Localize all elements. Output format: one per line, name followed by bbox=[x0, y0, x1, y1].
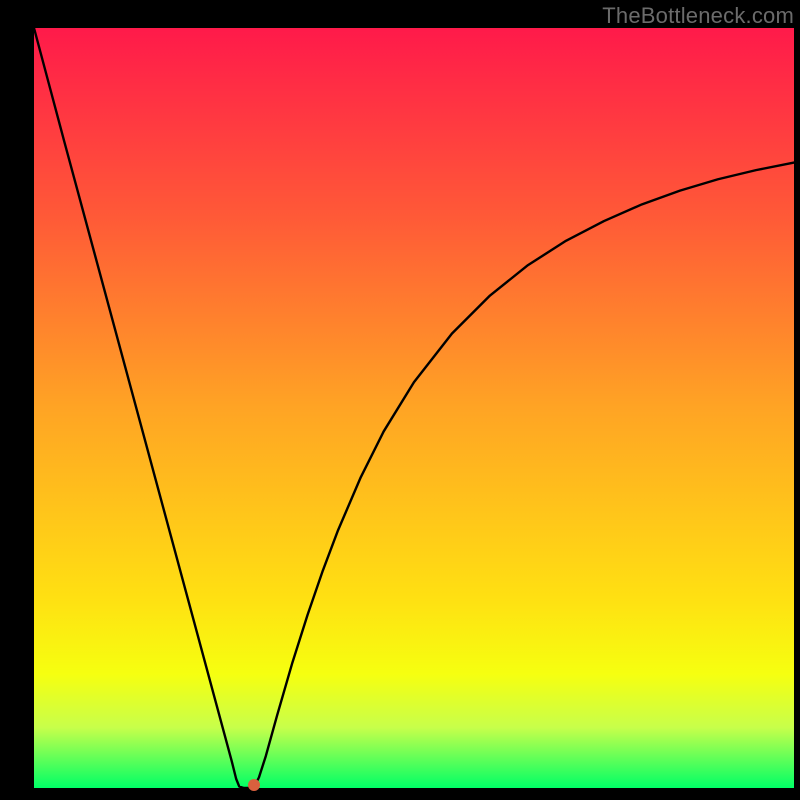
bottleneck-curve bbox=[0, 0, 800, 800]
source-watermark: TheBottleneck.com bbox=[602, 3, 794, 29]
chart-frame: TheBottleneck.com bbox=[0, 0, 800, 800]
optimum-marker bbox=[248, 779, 260, 791]
